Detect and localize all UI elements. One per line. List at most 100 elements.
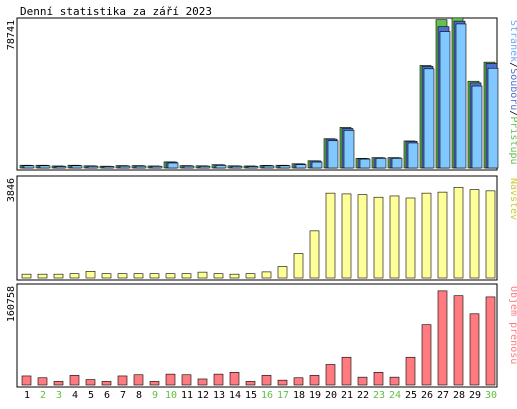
bar-bottom-day-17 xyxy=(277,379,288,386)
bar-bottom-day-15 xyxy=(245,381,256,386)
bar-middle-day-23 xyxy=(373,196,384,279)
side-label-part: Objem přenosu xyxy=(508,286,517,364)
side-label-part: Návštěv xyxy=(508,178,517,220)
x-tick-label: 30 xyxy=(485,390,497,401)
bar-Stránek-day-3 xyxy=(55,166,67,169)
x-tick-label: 13 xyxy=(213,390,225,401)
bar-middle-day-21 xyxy=(341,193,352,279)
bar-Stránek-day-24 xyxy=(391,158,403,169)
bar-middle-day-6 xyxy=(101,273,112,279)
bar-middle-day-24 xyxy=(389,195,400,279)
bar-bottom-day-22 xyxy=(357,376,368,386)
bar-Stránek-day-20 xyxy=(327,140,339,169)
x-tick-label: 21 xyxy=(341,390,353,401)
bar-Stránek-day-14 xyxy=(231,166,243,169)
y-max-label-middle: 3846 xyxy=(6,178,17,202)
chart-panels: 78741 Stránek/Souborů/Přístupů 3846 Návštěv… xyxy=(6,17,517,388)
bar-Stránek-day-12 xyxy=(199,166,211,169)
bar-bottom-day-18 xyxy=(293,377,304,386)
chart-title: Denní statistika za září 2023 xyxy=(20,5,212,18)
bar-bottom-day-10 xyxy=(165,373,176,386)
bar-Stránek-day-5 xyxy=(87,166,99,169)
bar-middle-day-7 xyxy=(117,273,128,279)
bar-bottom-day-4 xyxy=(69,375,80,386)
bar-Stránek-day-13 xyxy=(215,165,227,169)
panel-frame-middle xyxy=(16,175,498,281)
bar-Stránek-day-29 xyxy=(471,85,483,169)
x-tick-label: 24 xyxy=(389,390,401,401)
bar-bottom-day-27 xyxy=(437,290,448,386)
x-tick-label: 7 xyxy=(120,390,126,401)
side-label-top: Stránek/Souborů/Přístupů xyxy=(508,20,517,165)
x-tick-label: 5 xyxy=(88,390,94,401)
x-tick-label: 8 xyxy=(136,390,142,401)
bar-Stránek-day-23 xyxy=(375,158,387,169)
bar-Stránek-day-22 xyxy=(359,158,371,169)
bar-middle-day-19 xyxy=(309,230,320,279)
bar-bottom-day-9 xyxy=(149,381,160,386)
x-tick-label: 16 xyxy=(261,390,273,401)
bar-Stránek-day-26 xyxy=(423,68,435,169)
bar-Stránek-day-18 xyxy=(295,164,307,169)
bar-Stránek-day-15 xyxy=(247,166,259,169)
side-label-part: / xyxy=(508,110,517,116)
bar-Stránek-day-2 xyxy=(39,165,51,169)
x-tick-label: 2 xyxy=(40,390,46,401)
bar-Stránek-day-9 xyxy=(151,166,163,169)
bar-bottom-day-11 xyxy=(181,374,192,386)
bar-Stránek-day-30 xyxy=(487,67,499,169)
bar-middle-day-13 xyxy=(213,273,224,279)
bar-bottom-day-5 xyxy=(85,379,96,386)
panel-middle: 3846 Návštěv xyxy=(6,175,517,281)
x-tick-label: 9 xyxy=(152,390,158,401)
x-axis-labels: 1 2 3 4 5 6 7 8 9 10 11 12 13 14 15 16 17 18 19 20 21 22 23 24 2… xyxy=(24,390,497,401)
bar-middle-day-28 xyxy=(453,186,464,279)
bar-Stránek-day-8 xyxy=(135,165,147,169)
bar-bottom-day-26 xyxy=(421,324,432,386)
bar-middle-day-2 xyxy=(37,273,48,279)
bar-middle-day-16 xyxy=(261,271,272,279)
bar-middle-day-3 xyxy=(53,273,64,279)
y-max-label-bottom: 160758 xyxy=(6,286,17,322)
x-tick-label: 23 xyxy=(373,390,385,401)
side-label-part: / xyxy=(508,62,517,68)
bar-Stránek-day-19 xyxy=(311,161,323,169)
bar-middle-day-1 xyxy=(21,273,32,279)
bar-middle-day-4 xyxy=(69,273,80,279)
bar-middle-day-29 xyxy=(469,189,480,279)
bar-bottom-day-2 xyxy=(37,377,48,386)
bar-middle-day-27 xyxy=(437,191,448,279)
bar-bottom-day-30 xyxy=(485,296,496,386)
bar-Stránek-day-27 xyxy=(439,31,451,169)
bar-bottom-day-6 xyxy=(101,381,112,386)
x-tick-label: 18 xyxy=(293,390,305,401)
bar-middle-day-18 xyxy=(293,253,304,279)
x-tick-label: 22 xyxy=(357,390,369,401)
x-tick-label: 14 xyxy=(229,390,241,401)
bar-Stránek-day-28 xyxy=(455,23,467,169)
bar-bottom-day-29 xyxy=(469,313,480,386)
bar-Stránek-day-7 xyxy=(119,165,131,169)
x-tick-label: 15 xyxy=(245,390,257,401)
bar-middle-day-15 xyxy=(245,273,256,279)
bar-bottom-day-1 xyxy=(21,375,32,386)
bar-middle-day-30 xyxy=(485,190,496,279)
x-tick-label: 29 xyxy=(469,390,481,401)
x-tick-label: 10 xyxy=(165,390,177,401)
bar-bottom-day-16 xyxy=(261,375,272,386)
bar-bottom-day-13 xyxy=(213,373,224,386)
bar-middle-day-11 xyxy=(181,273,192,279)
bar-middle-day-14 xyxy=(229,273,240,279)
bar-middle-day-8 xyxy=(133,273,144,279)
x-tick-label: 12 xyxy=(197,390,209,401)
bar-Stránek-day-16 xyxy=(263,165,275,169)
x-tick-label: 28 xyxy=(453,390,465,401)
bar-Stránek-day-25 xyxy=(407,142,419,169)
bar-bottom-day-25 xyxy=(405,356,416,386)
x-tick-label: 6 xyxy=(104,390,110,401)
bar-middle-day-12 xyxy=(197,271,208,279)
y-max-label-top: 78741 xyxy=(6,20,17,50)
side-label-part: Souborů xyxy=(508,68,517,110)
